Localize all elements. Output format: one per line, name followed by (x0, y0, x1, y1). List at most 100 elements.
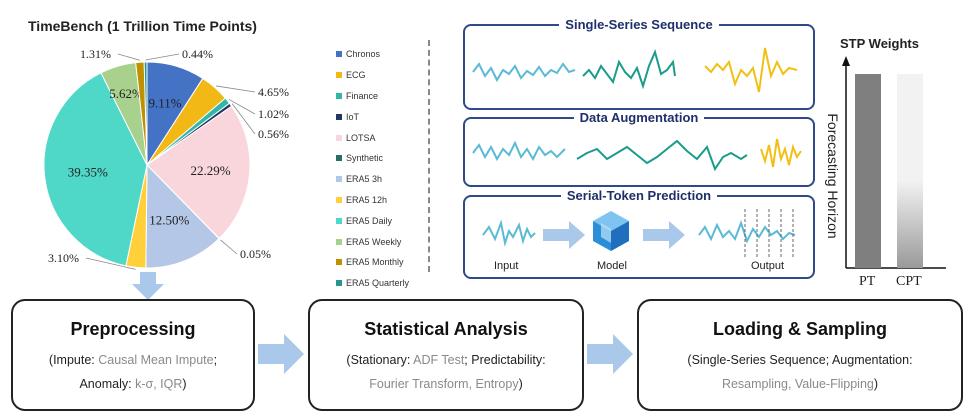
single-series-waves (472, 47, 798, 93)
legend-label: ERA5 Weekly (346, 236, 402, 247)
input-wave (482, 219, 536, 247)
legend-label: ERA5 3h (346, 174, 383, 185)
pie-value-label: 39.35% (68, 165, 108, 180)
stp-weights-title: STP Weights (840, 36, 919, 51)
legend-swatch (336, 134, 342, 141)
legend-label: Chronos (346, 49, 381, 60)
stp-diagram (482, 209, 796, 257)
pie-slice (143, 61, 148, 166)
loading-line1: (Single-Series Sequence; Augmentation: (687, 353, 913, 367)
predictability-label: ; Predictability: (464, 353, 546, 367)
augmentation-methods: Resampling, Value-Flipping (721, 377, 874, 391)
preprocessing-anomaly-value: k-σ, IQR (135, 377, 183, 391)
pie-title: TimeBench (1 Trillion Time Points) (28, 18, 257, 34)
stp-input-label: Input (494, 260, 519, 272)
loading-sampling-box: Loading & Sampling (Single-Series Sequen… (637, 299, 963, 411)
preprocessing-title: Preprocessing (70, 319, 196, 339)
legend-label: LOTSA (346, 132, 376, 143)
stp-weights-axes (842, 56, 946, 269)
legend-label: ERA5 Monthly (346, 257, 404, 268)
output-wave (698, 220, 796, 244)
wave-light-blue (472, 140, 566, 162)
pie-value-label: 5.62% (109, 86, 143, 101)
pie-value-label: 3.10% (48, 251, 79, 265)
pie-legend: Chronos ECG Finance IoT LOTSA Synthetic ERA5 3… (336, 44, 416, 294)
legend-swatch (336, 196, 342, 203)
wave-yellow (704, 47, 798, 93)
pie-value-label: 12.50% (149, 212, 189, 227)
stp-panel-title: Serial-Token Prediction (560, 188, 718, 203)
legend-item: LOTSA (336, 127, 416, 148)
legend-item: Synthetic (336, 148, 416, 169)
stp-tick-pt: PT (859, 274, 876, 289)
wave-teal (576, 139, 748, 172)
stp-tick-cpt: CPT (896, 274, 922, 289)
augmentation-title: Data Augmentation (573, 110, 705, 125)
augmentation-panel: Data Augmentation (463, 110, 815, 187)
single-series-title: Single-Series Sequence (559, 17, 719, 32)
legend-swatch (336, 259, 342, 266)
stp-bar-pt (855, 74, 881, 268)
augmentation-waves (472, 138, 802, 172)
legend-label: ECG (346, 70, 366, 81)
pie-value-label: 22.29% (191, 163, 231, 178)
pie-value-label: 0.56% (258, 127, 289, 141)
pie-value-label: 0.05% (240, 247, 271, 261)
stp-panel: Serial-Token Prediction Input Model Outp… (463, 188, 815, 279)
pie-down-arrow (132, 272, 164, 300)
preprocessing-line1-end: ; (213, 353, 218, 367)
output-token-dividers (744, 209, 794, 257)
legend-item: ERA5 12h (336, 190, 416, 211)
legend-item: IoT (336, 106, 416, 127)
statistical-analysis-title: Statistical Analysis (364, 319, 528, 339)
timebench-pie-chart: 9.11% 4.65% 1.02% 0.56% 22.29% 0.05% 12.50% 3.1… (43, 47, 289, 270)
statistical-analysis-box: Statistical Analysis (Stationary: ADF Te… (308, 299, 584, 411)
preprocessing-anomaly-label: Anomaly: (79, 377, 136, 391)
pie-leader-line (228, 99, 256, 115)
legend-swatch (336, 51, 342, 58)
pie-slice (146, 105, 251, 240)
legend-item: ERA5 3h (336, 169, 416, 190)
predictability-value: Fourier Transform, Entropy (369, 377, 519, 391)
arrow-analysis-to-loading (587, 334, 633, 374)
statistical-line2-end: ) (518, 377, 523, 391)
pie-leader-line (216, 85, 256, 93)
legend-swatch (336, 238, 342, 245)
stp-model-label: Model (597, 260, 627, 272)
preprocessing-impute-value: Causal Mean Impute (98, 353, 214, 367)
pie-value-label: 4.65% (258, 85, 289, 99)
legend-item: ERA5 Quarterly (336, 273, 416, 294)
pie-leader-line (231, 103, 256, 135)
wave-light-blue (472, 62, 576, 83)
legend-label: Synthetic (346, 153, 384, 164)
model-cube-icon (593, 211, 629, 251)
arrow-input-to-model (543, 221, 585, 249)
legend-label: ERA5 Daily (346, 215, 393, 226)
pie-leader-line (85, 257, 136, 270)
preprocessing-line2-end: ) (182, 377, 187, 391)
pie-slice (145, 163, 220, 269)
legend-item: ERA5 Daily (336, 210, 416, 231)
loading-line2-end: ) (873, 377, 879, 391)
stationary-label: (Stationary: (346, 353, 414, 367)
legend-swatch (336, 72, 342, 79)
pie-value-label: 1.02% (258, 107, 289, 121)
pie-leader-line (220, 239, 238, 255)
preprocessing-box: Preprocessing (Impute: Causal Mean Imput… (11, 299, 255, 411)
legend-swatch (336, 217, 342, 224)
stp-bar-cpt (897, 74, 923, 268)
pie-value-label: 0.44% (182, 47, 213, 61)
wave-teal (582, 48, 676, 90)
legend-item: Finance (336, 86, 416, 107)
pie-slice (43, 72, 148, 267)
legend-swatch (336, 113, 342, 120)
legend-item: ERA5 Monthly (336, 252, 416, 273)
legend-item: ERA5 Weekly (336, 231, 416, 252)
legend-swatch (336, 155, 342, 162)
legend-label: IoT (346, 111, 360, 122)
stationary-value: ADF Test (413, 353, 465, 367)
pie-leader-line (145, 53, 180, 61)
legend-item: ECG (336, 65, 416, 86)
loading-sampling-title: Loading & Sampling (713, 319, 887, 339)
legend-label: ERA5 Quarterly (346, 278, 410, 289)
